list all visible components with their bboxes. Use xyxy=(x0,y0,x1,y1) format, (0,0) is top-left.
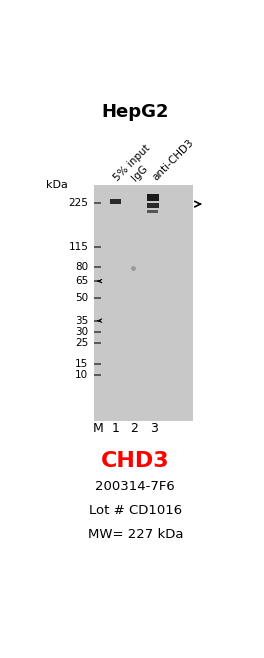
Bar xyxy=(147,203,159,208)
Text: kDa: kDa xyxy=(46,180,68,190)
Text: 200314-7F6: 200314-7F6 xyxy=(95,480,175,494)
Text: 115: 115 xyxy=(68,242,88,252)
Text: Lot # CD1016: Lot # CD1016 xyxy=(89,504,182,517)
Text: 15: 15 xyxy=(75,359,88,369)
Text: M: M xyxy=(93,422,104,435)
Text: 225: 225 xyxy=(68,198,88,208)
Text: 35: 35 xyxy=(75,316,88,326)
Text: MW= 227 kDa: MW= 227 kDa xyxy=(88,528,183,542)
Text: 65: 65 xyxy=(75,276,88,286)
Text: 1: 1 xyxy=(112,422,120,435)
Bar xyxy=(95,186,193,421)
Text: 2: 2 xyxy=(130,422,138,435)
Text: 5% input: 5% input xyxy=(112,143,152,183)
Text: IgG: IgG xyxy=(130,163,150,183)
Text: 80: 80 xyxy=(75,263,88,272)
Text: 25: 25 xyxy=(75,338,88,349)
Text: 3: 3 xyxy=(150,422,158,435)
Bar xyxy=(147,210,158,213)
Bar xyxy=(147,195,159,201)
Text: 30: 30 xyxy=(75,327,88,337)
Text: 10: 10 xyxy=(75,370,88,380)
Text: 50: 50 xyxy=(75,293,88,303)
Bar xyxy=(110,199,121,203)
Text: CHD3: CHD3 xyxy=(101,451,169,472)
Text: HepG2: HepG2 xyxy=(102,103,169,121)
Text: anti-CHD3: anti-CHD3 xyxy=(151,138,196,183)
